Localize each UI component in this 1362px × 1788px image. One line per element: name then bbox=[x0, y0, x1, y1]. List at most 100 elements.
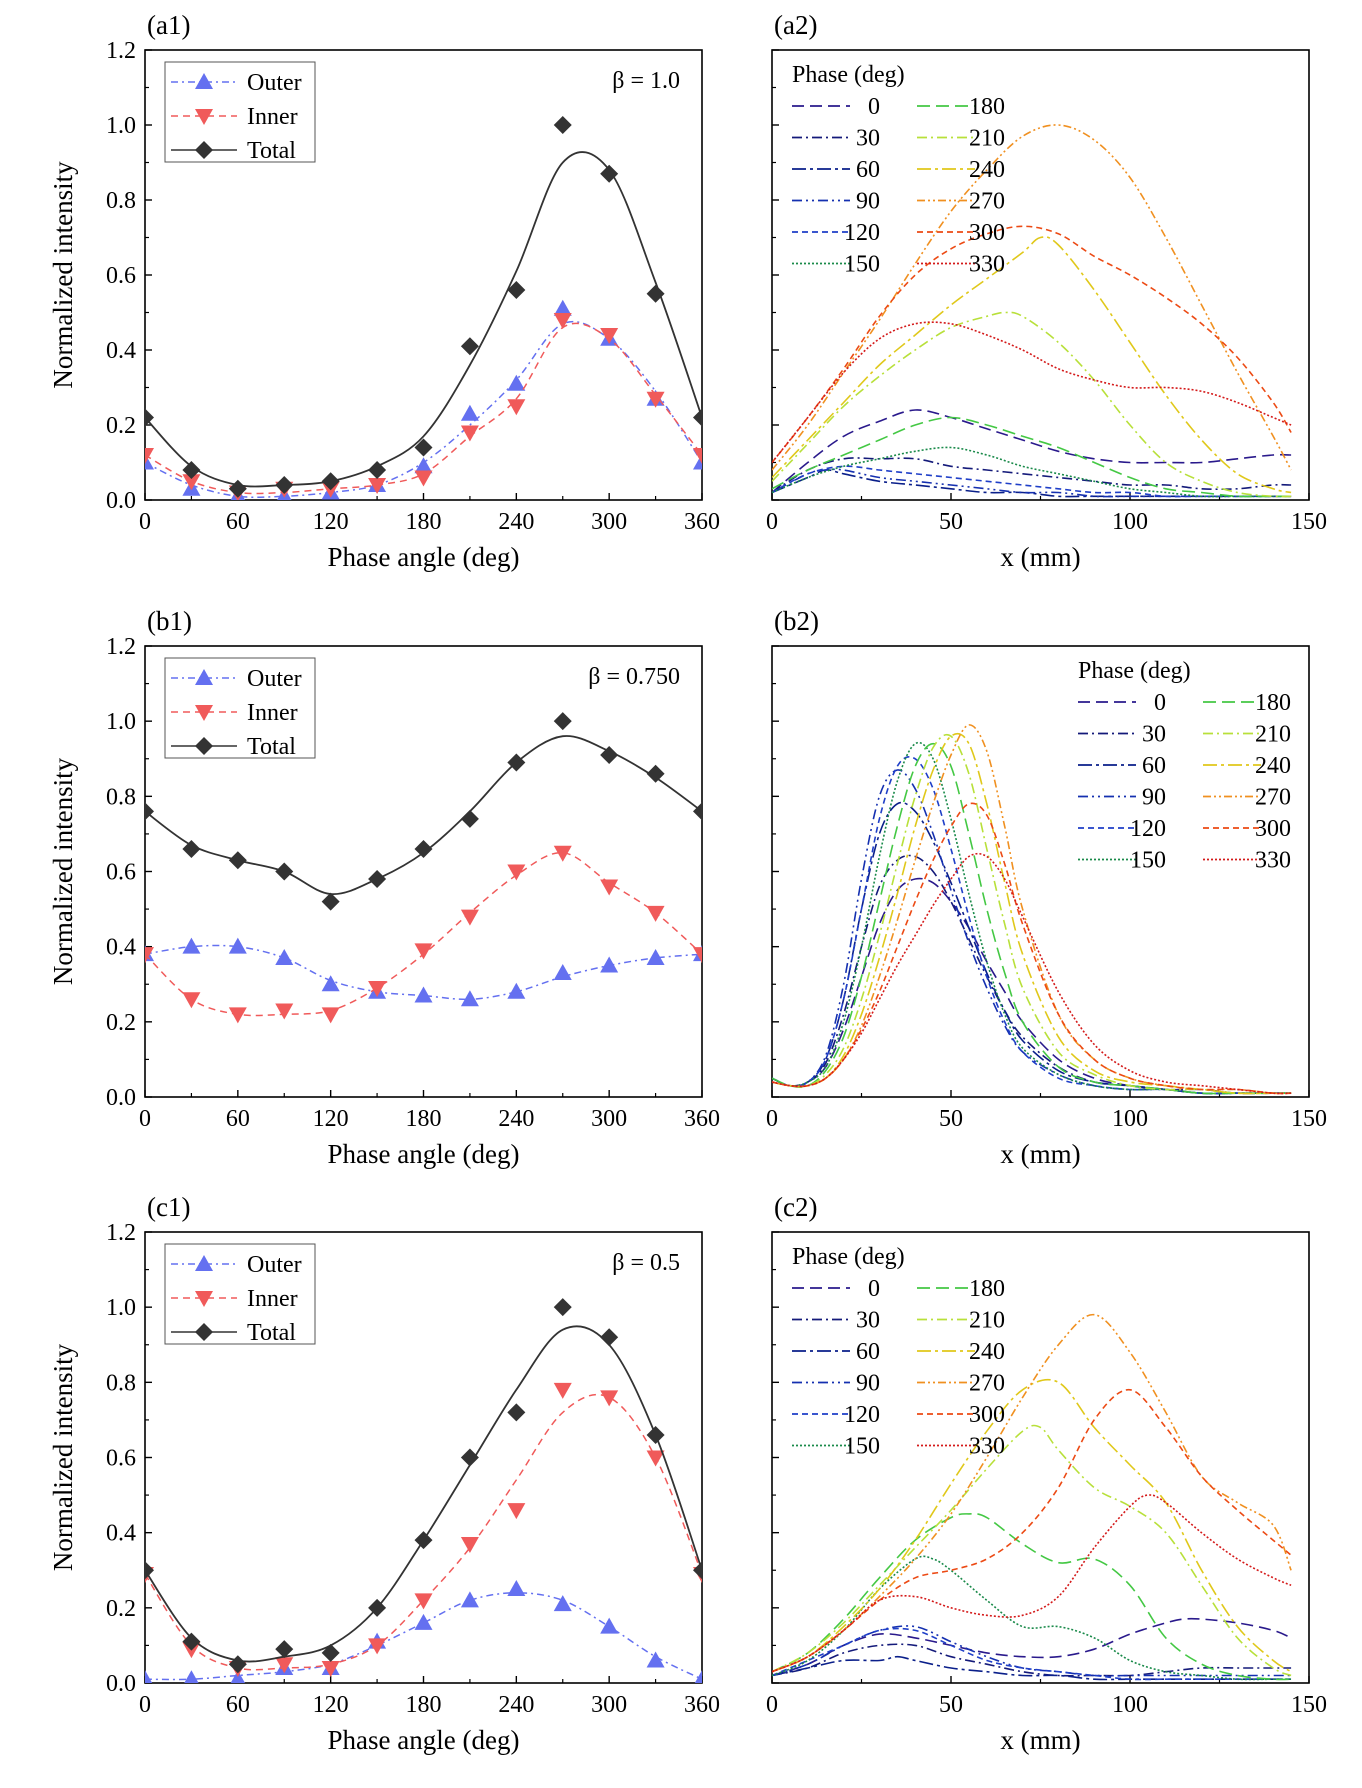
legend-label: 300 bbox=[969, 1402, 1005, 1428]
panel-label: (b1) bbox=[147, 606, 192, 636]
data-point-inner bbox=[275, 1657, 294, 1674]
series-total bbox=[145, 712, 702, 911]
series-inner bbox=[145, 845, 702, 1024]
plot-area bbox=[145, 116, 702, 500]
x-tick-label: 0 bbox=[139, 1692, 151, 1718]
x-tick-label: 50 bbox=[939, 1106, 963, 1132]
data-point-total bbox=[553, 712, 572, 731]
y-tick-label: 1.2 bbox=[106, 38, 136, 64]
legend-label: 150 bbox=[844, 1434, 880, 1460]
phase-curve-60 bbox=[772, 1655, 1292, 1681]
data-point-inner bbox=[460, 425, 479, 442]
x-tick-label: 360 bbox=[684, 1106, 720, 1132]
data-point-total bbox=[507, 753, 526, 772]
legend-marker bbox=[195, 705, 213, 721]
chart-panel-b2: (b2) 0 50 100 150 x (mm) Phase (deg) 0 30 60 90 120… bbox=[766, 606, 1327, 1169]
plot-area bbox=[145, 1298, 702, 1683]
data-point-outer bbox=[182, 937, 201, 954]
data-point-inner bbox=[368, 1638, 387, 1655]
y-tick-label: 0.8 bbox=[106, 1370, 136, 1396]
data-point-inner bbox=[368, 478, 387, 494]
data-point-total bbox=[368, 461, 387, 479]
legend-label: 0 bbox=[868, 1276, 880, 1302]
x-tick-label: 0 bbox=[766, 1106, 778, 1132]
beta-annotation: β = 1.0 bbox=[612, 68, 680, 94]
data-point-outer bbox=[507, 1580, 526, 1597]
x-tick-label: 0 bbox=[139, 509, 151, 535]
phase-curve-330 bbox=[772, 852, 1292, 1095]
data-point-total bbox=[600, 164, 619, 183]
data-point-total bbox=[460, 337, 479, 356]
data-point-inner bbox=[414, 1593, 433, 1610]
y-tick-label: 0.4 bbox=[106, 338, 136, 364]
y-tick-label: 0.0 bbox=[106, 1671, 136, 1697]
phase-curve-210 bbox=[772, 733, 1292, 1095]
y-axis-label: Normalized intensity bbox=[48, 757, 78, 985]
data-point-inner bbox=[507, 399, 526, 416]
data-point-total bbox=[145, 802, 154, 821]
data-point-outer bbox=[694, 1670, 702, 1683]
x-axis-label: Phase angle (deg) bbox=[328, 1139, 520, 1169]
y-tick-label: 0.2 bbox=[106, 1010, 136, 1036]
x-tick-label: 100 bbox=[1112, 1692, 1148, 1718]
y-axis-label: Normalized intensity bbox=[48, 161, 78, 389]
data-point-inner bbox=[693, 448, 702, 464]
beta-annotation: β = 0.5 bbox=[612, 1250, 680, 1276]
data-point-total bbox=[228, 851, 247, 870]
legend-label: 30 bbox=[1142, 722, 1166, 748]
data-point-total bbox=[275, 1640, 294, 1659]
data-point-total bbox=[600, 745, 619, 764]
x-tick-label: 50 bbox=[939, 1692, 963, 1718]
x-tick-label: 360 bbox=[684, 509, 720, 535]
data-point-outer bbox=[553, 1595, 572, 1612]
phase-curve-150 bbox=[772, 446, 1292, 498]
data-point-total bbox=[507, 1403, 526, 1422]
legend-label: Inner bbox=[247, 700, 298, 726]
x-tick-label: 360 bbox=[684, 1692, 720, 1718]
legend: Phase (deg) 0 30 60 90 120 150 180 210 240 270 300 3… bbox=[1078, 658, 1291, 874]
legend-title: Phase (deg) bbox=[792, 1244, 905, 1270]
data-point-outer bbox=[184, 1670, 199, 1683]
chart-panel-a2: (a2) 0 50 100 150 x (mm) Phase (deg) 0 30 60 90 120… bbox=[766, 10, 1327, 572]
y-tick-label: 0.6 bbox=[106, 1446, 136, 1472]
x-axis-label: x (mm) bbox=[1000, 1725, 1080, 1755]
legend-label: 240 bbox=[969, 1339, 1005, 1365]
data-point-inner bbox=[553, 845, 572, 862]
x-tick-label: 60 bbox=[226, 509, 250, 535]
legend-label: Total bbox=[247, 138, 296, 164]
data-point-inner bbox=[646, 391, 665, 408]
data-point-outer bbox=[460, 404, 479, 421]
panel-label: (b2) bbox=[774, 606, 819, 636]
legend-title: Phase (deg) bbox=[792, 62, 905, 88]
series-line-total bbox=[145, 735, 702, 895]
data-point-total bbox=[275, 476, 294, 494]
phase-curve-210 bbox=[772, 1424, 1292, 1677]
data-point-inner bbox=[321, 1007, 340, 1024]
data-point-total bbox=[600, 1328, 619, 1347]
data-point-total bbox=[182, 461, 201, 479]
phase-curve-330 bbox=[772, 1494, 1292, 1673]
phase-curve-120 bbox=[772, 1627, 1292, 1681]
data-point-total bbox=[182, 839, 201, 858]
legend-box bbox=[164, 1243, 316, 1345]
phase-curve-240 bbox=[772, 236, 1292, 494]
legend-label: 300 bbox=[1255, 816, 1291, 842]
legend-marker bbox=[195, 109, 213, 125]
data-point-total bbox=[228, 1655, 247, 1674]
x-axis-label: Phase angle (deg) bbox=[328, 1725, 520, 1755]
x-tick-label: 240 bbox=[498, 509, 534, 535]
data-point-outer bbox=[460, 1591, 479, 1608]
legend-label: 120 bbox=[844, 220, 880, 246]
legend: Outer Inner Total bbox=[164, 61, 316, 164]
x-axis-label: Phase angle (deg) bbox=[328, 542, 520, 572]
y-tick-label: 1.2 bbox=[106, 1220, 136, 1246]
legend: Phase (deg) 0 30 60 90 120 150 180 210 240 270 300 3… bbox=[792, 62, 1005, 278]
data-point-outer bbox=[414, 986, 433, 1003]
legend-label: 60 bbox=[856, 1339, 880, 1365]
legend-label: 90 bbox=[1142, 785, 1166, 811]
data-point-total bbox=[507, 281, 526, 299]
legend: Outer Inner Total bbox=[164, 1243, 316, 1346]
legend-label: Total bbox=[247, 734, 296, 760]
legend: Outer Inner Total bbox=[164, 657, 316, 760]
phase-curve-240 bbox=[772, 1378, 1292, 1673]
